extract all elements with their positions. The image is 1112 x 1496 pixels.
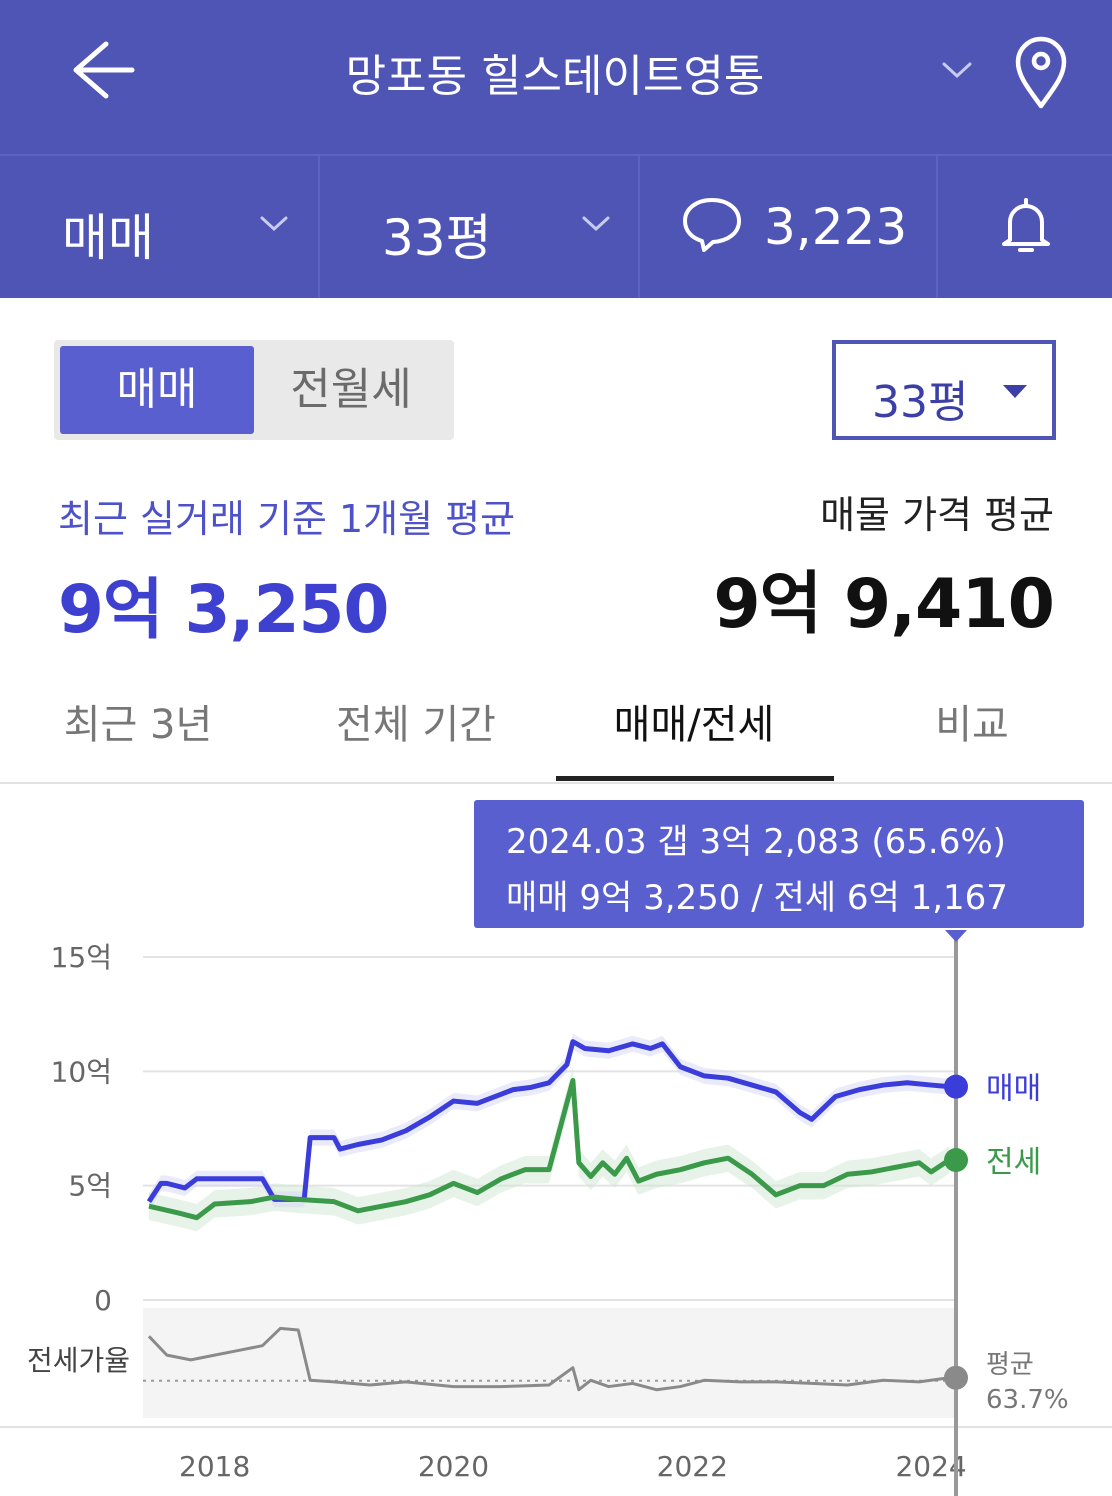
size-value: 33평 <box>382 209 492 267</box>
app-header: 망포동 힐스테이트영통 매매 33평 <box>0 0 1112 298</box>
x-tick-label: 2018 <box>179 1450 250 1483</box>
location-button[interactable] <box>1006 30 1076 114</box>
sale-range-band <box>148 1033 950 1210</box>
trade-toggle: 매매 전월세 <box>54 340 454 440</box>
ratio-end-marker <box>944 1365 968 1390</box>
listing-price-value: 9억 9,410 <box>713 565 1055 644</box>
sale-end-marker <box>944 1074 968 1099</box>
listing-price-label: 매물 가격 평균 <box>820 493 1054 537</box>
tooltip-price-line: 매매 9억 3,250 / 전세 6억 1,167 <box>506 878 1008 918</box>
ratio-axis-label: 전세가율 <box>27 1344 130 1377</box>
y-tick-label: 10억 <box>51 1055 112 1088</box>
recent-trade-label: 최근 실거래 기준 1개월 평균 <box>58 497 516 541</box>
tooltip-pointer <box>945 930 967 942</box>
size-select[interactable]: 33평 <box>832 340 1056 440</box>
sale-series-label: 매매 <box>986 1072 1041 1107</box>
jeonse-ratio-line <box>147 1326 950 1392</box>
active-tab-indicator <box>556 776 834 781</box>
caret-down-icon <box>1003 385 1027 398</box>
toggle-rent-button[interactable]: 전월세 <box>290 364 412 415</box>
bell-icon <box>1002 198 1050 252</box>
tab-sale-jeonse[interactable]: 매매/전세 <box>613 702 775 748</box>
jeonse-series-label: 전세 <box>986 1145 1041 1180</box>
tab-all-period[interactable]: 전체 기간 <box>336 702 496 748</box>
x-tick-label: 2022 <box>657 1450 728 1483</box>
alert-button[interactable] <box>938 156 1112 298</box>
comment-count: 3,223 <box>764 198 908 256</box>
title-bar: 망포동 힐스테이트영통 <box>0 0 1112 154</box>
sale-price-line <box>146 1039 950 1204</box>
trade-type-dropdown[interactable]: 매매 <box>0 156 320 298</box>
size-dropdown[interactable]: 33평 <box>320 156 640 298</box>
map-pin-icon <box>1015 36 1067 109</box>
y-tick-label: 15억 <box>51 941 112 974</box>
x-tick-label: 2020 <box>418 1450 489 1483</box>
filter-bar: 매매 33평 3,223 <box>0 156 1112 298</box>
jeonse-price-line <box>148 1077 951 1221</box>
tab-compare[interactable]: 비교 <box>935 702 1009 748</box>
complex-dropdown-button[interactable] <box>934 50 980 90</box>
jeonse-range-band <box>148 1066 950 1232</box>
trade-type-value: 매매 <box>62 209 154 267</box>
speech-bubble-icon <box>683 198 741 252</box>
comments-button[interactable]: 3,223 <box>640 156 938 298</box>
chevron-down-icon <box>942 62 972 79</box>
ratio-average-value: 63.7% <box>986 1385 1069 1415</box>
header-divider <box>0 154 1112 156</box>
y-tick-label: 0 <box>94 1284 112 1317</box>
ratio-average-label: 평균 <box>986 1350 1034 1380</box>
back-button[interactable] <box>60 34 144 106</box>
jeonse-end-marker <box>944 1148 968 1173</box>
arrow-left-icon <box>73 41 135 99</box>
period-tabs: 최근 3년 전체 기간 매매/전세 비교 <box>0 680 1112 784</box>
recent-trade-value: 9억 3,250 <box>58 571 389 648</box>
y-tick-label: 5억 <box>68 1170 112 1203</box>
chevron-down-icon <box>260 216 288 232</box>
chart-tooltip: 2024.03 갭 3억 2,083 (65.6%) 매매 9억 3,250 /… <box>474 800 1084 928</box>
tooltip-gap-line: 2024.03 갭 3억 2,083 (65.6%) <box>506 822 1006 862</box>
size-select-value: 33평 <box>872 377 969 428</box>
page-title[interactable]: 망포동 힐스테이트영통 <box>345 51 765 102</box>
ratio-panel-bg <box>143 1308 955 1418</box>
chevron-down-icon <box>582 216 610 232</box>
toggle-sale-button[interactable]: 매매 <box>60 346 254 434</box>
tab-recent-3-years[interactable]: 최근 3년 <box>63 702 213 748</box>
